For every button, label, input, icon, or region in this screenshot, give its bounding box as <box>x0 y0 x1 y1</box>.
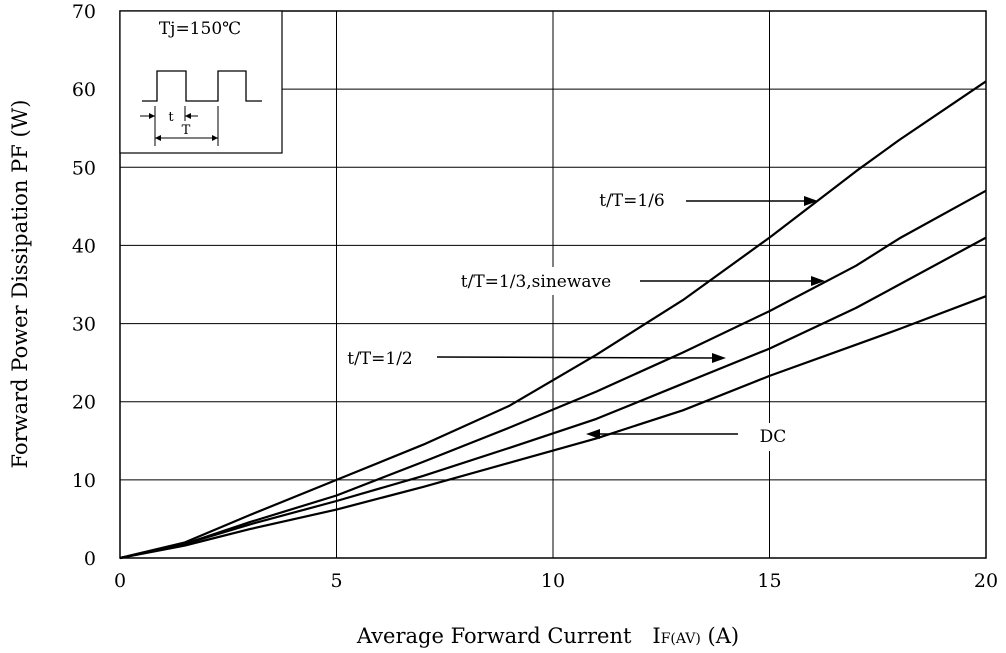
y-axis-label: Forward Power Dissipation PF (W) <box>8 100 32 469</box>
annotation-dc: DC <box>760 427 787 447</box>
series-curves <box>119 80 987 560</box>
grid-lines <box>120 11 986 558</box>
inset-condition-label: Tj=150℃ <box>159 19 241 39</box>
arrowhead-1-3 <box>811 276 825 286</box>
series-line-2 <box>119 236 987 560</box>
x-tick-label-5: 5 <box>330 570 342 592</box>
T-arrowhead-left <box>155 135 161 141</box>
T-label: T <box>182 123 191 138</box>
annotation-bg-4 <box>752 423 796 451</box>
x-tick-label-15: 15 <box>757 570 781 592</box>
y-tick-label-70: 70 <box>72 1 96 23</box>
x-axis-label: Average Forward Current IF(AV) (A) <box>356 624 739 648</box>
inset-waveform-box: Tj=150℃ t T <box>119 10 283 154</box>
pulse-waveform <box>142 70 262 102</box>
annotations: t/T=1/6 t/T=1/3,sinewave t/T=1/2 DC <box>338 186 825 451</box>
series-line-0 <box>119 80 987 560</box>
arrowhead-dc <box>586 429 600 439</box>
x-tick-label-0: 0 <box>114 570 126 592</box>
y-tick-label-20: 20 <box>72 392 96 414</box>
x-tick-label-20: 20 <box>974 570 998 592</box>
y-tick-labels: 0 10 20 30 40 50 60 70 <box>72 1 96 570</box>
t-label: t <box>168 110 174 125</box>
y-tick-label-10: 10 <box>72 470 96 492</box>
y-tick-label-60: 60 <box>72 79 96 101</box>
y-tick-label-40: 40 <box>72 235 96 257</box>
annotation-1-6: t/T=1/6 <box>599 191 665 211</box>
y-tick-label-30: 30 <box>72 314 96 336</box>
t-arrowhead-right <box>185 113 191 119</box>
T-arrowhead-right <box>212 135 218 141</box>
annotation-1-3-sinewave: t/T=1/3,sinewave <box>461 272 611 292</box>
t-arrowhead-left <box>149 113 155 119</box>
arrowhead-1-6 <box>804 196 818 206</box>
inset-frame <box>119 10 283 154</box>
y-tick-label-50: 50 <box>72 157 96 179</box>
plot-frame <box>119 10 987 559</box>
annotation-bg-3 <box>338 344 422 372</box>
y-tick-label-0: 0 <box>84 548 96 570</box>
annotation-bg-2 <box>438 267 634 295</box>
series-line-3 <box>119 295 987 560</box>
x-tick-labels: 0 5 10 15 20 <box>114 570 998 592</box>
arrow-1-2 <box>436 356 719 359</box>
annotation-bg-1 <box>582 186 682 214</box>
annotation-1-2: t/T=1/2 <box>347 349 413 369</box>
arrowhead-1-2 <box>712 353 726 363</box>
series-line-1 <box>119 189 987 560</box>
x-tick-label-10: 10 <box>541 570 565 592</box>
